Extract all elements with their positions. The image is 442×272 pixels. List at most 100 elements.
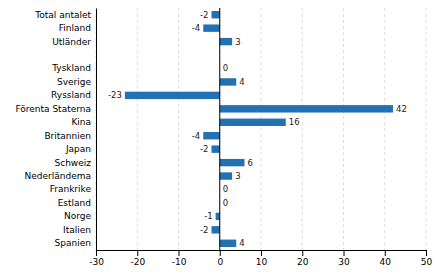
data-label: -2 xyxy=(200,225,208,235)
tick: Finland xyxy=(59,23,96,33)
data-label: 3 xyxy=(235,171,240,181)
data-label: -2 xyxy=(200,10,208,20)
tick-mark xyxy=(426,250,427,256)
tick-label: -20 xyxy=(130,257,145,267)
tick-label: Frankrike xyxy=(50,184,92,194)
tick: Japan xyxy=(65,144,96,154)
grid-line xyxy=(384,8,385,250)
grid-line xyxy=(137,8,138,250)
tick-label: Förenta Staterna xyxy=(15,104,91,114)
plot: -30-20-1001020304050Total antaletFinland… xyxy=(15,8,432,267)
tick: Norge xyxy=(64,211,96,221)
data-label: -2 xyxy=(200,144,208,154)
grid-line xyxy=(219,8,220,250)
bar xyxy=(212,145,220,152)
tick: -10 xyxy=(172,250,187,267)
tick-label: -10 xyxy=(172,257,187,267)
tick: Utländer xyxy=(52,36,96,46)
tick: Sverige xyxy=(57,77,96,87)
tick-label: 20 xyxy=(297,257,309,267)
tick-label: 0 xyxy=(217,257,223,267)
tick: Estland xyxy=(58,198,96,208)
bar xyxy=(216,213,220,220)
tick-label: Utländer xyxy=(52,36,91,46)
data-label: 6 xyxy=(248,158,253,168)
tick-label: Japan xyxy=(65,144,91,154)
tick-label: 40 xyxy=(380,257,392,267)
data-label: 4 xyxy=(239,77,244,87)
tick-label: Estland xyxy=(58,198,91,208)
bar xyxy=(220,38,232,45)
zero-line xyxy=(219,8,220,250)
tick-mark xyxy=(179,250,180,256)
tick-label: Norge xyxy=(64,211,91,221)
chart: -30-20-1001020304050Total antaletFinland… xyxy=(0,0,442,272)
tick: -30 xyxy=(89,250,104,267)
bar xyxy=(220,105,393,112)
bar xyxy=(212,226,220,233)
grid-line xyxy=(261,8,262,250)
grid xyxy=(96,8,426,250)
axis-line xyxy=(96,9,97,251)
tick-label: Ryssland xyxy=(51,90,91,100)
tick-mark xyxy=(220,250,221,256)
tick: Italien xyxy=(63,225,96,235)
tick-label: Kina xyxy=(71,117,91,127)
tick-label: Italien xyxy=(63,225,91,235)
bar xyxy=(212,11,220,18)
bar xyxy=(220,119,286,126)
tick: 0 xyxy=(217,250,223,267)
grid-line xyxy=(96,8,97,250)
bar xyxy=(203,132,220,139)
tick: Schweiz xyxy=(55,157,97,167)
tick: Total antalet xyxy=(34,10,96,20)
tick-label: 10 xyxy=(256,257,268,267)
bars xyxy=(125,11,393,247)
axis-line xyxy=(97,251,427,257)
data-label: -1 xyxy=(204,211,212,221)
tick-mark xyxy=(344,250,345,256)
tick: 10 xyxy=(256,250,268,267)
tick: Tyskland xyxy=(51,63,96,73)
tick-mark xyxy=(385,250,386,256)
grid-line xyxy=(426,8,427,250)
tick-label: 30 xyxy=(338,257,350,267)
tick-label: Nederländema xyxy=(25,171,91,181)
tick-label: Tyskland xyxy=(51,63,91,73)
tick-label: Total antalet xyxy=(34,10,91,20)
x-axis: -30 -20 -10 0 10 20 30 40 50 xyxy=(89,250,432,267)
tick-label: Finland xyxy=(59,23,91,33)
bar xyxy=(220,159,245,166)
tick: Spanien xyxy=(55,238,96,248)
data-label: 0 xyxy=(223,63,228,73)
data-label: -23 xyxy=(108,90,122,100)
tick: 30 xyxy=(338,250,350,267)
tick: Britannien xyxy=(44,131,96,141)
tick: 20 xyxy=(297,250,309,267)
tick-mark xyxy=(137,250,138,256)
data-label: 4 xyxy=(239,238,244,248)
tick: Kina xyxy=(71,117,96,127)
tick: 40 xyxy=(380,250,392,267)
tick-label: -30 xyxy=(89,257,104,267)
tick: -20 xyxy=(130,250,145,267)
data-label: 0 xyxy=(223,184,228,194)
bar xyxy=(220,240,237,247)
bar xyxy=(125,92,220,99)
bar xyxy=(203,24,220,31)
data-label: 3 xyxy=(235,37,240,47)
grid-line xyxy=(343,8,344,250)
tick-label: Schweiz xyxy=(55,157,92,167)
tick: Ryssland xyxy=(51,90,96,100)
tick-label: Sverige xyxy=(57,77,91,87)
data-label: 42 xyxy=(396,104,407,114)
data-label: 0 xyxy=(223,198,228,208)
bar xyxy=(220,78,237,85)
tick-label: Spanien xyxy=(55,238,91,248)
tick-mark xyxy=(302,250,303,256)
data-labels: -2-4304-234216-4-26300-1-24 xyxy=(108,10,407,249)
tick-label: 50 xyxy=(421,257,433,267)
grid-line xyxy=(302,8,303,250)
tick-mark xyxy=(261,250,262,256)
tick: Förenta Staterna xyxy=(15,104,96,114)
